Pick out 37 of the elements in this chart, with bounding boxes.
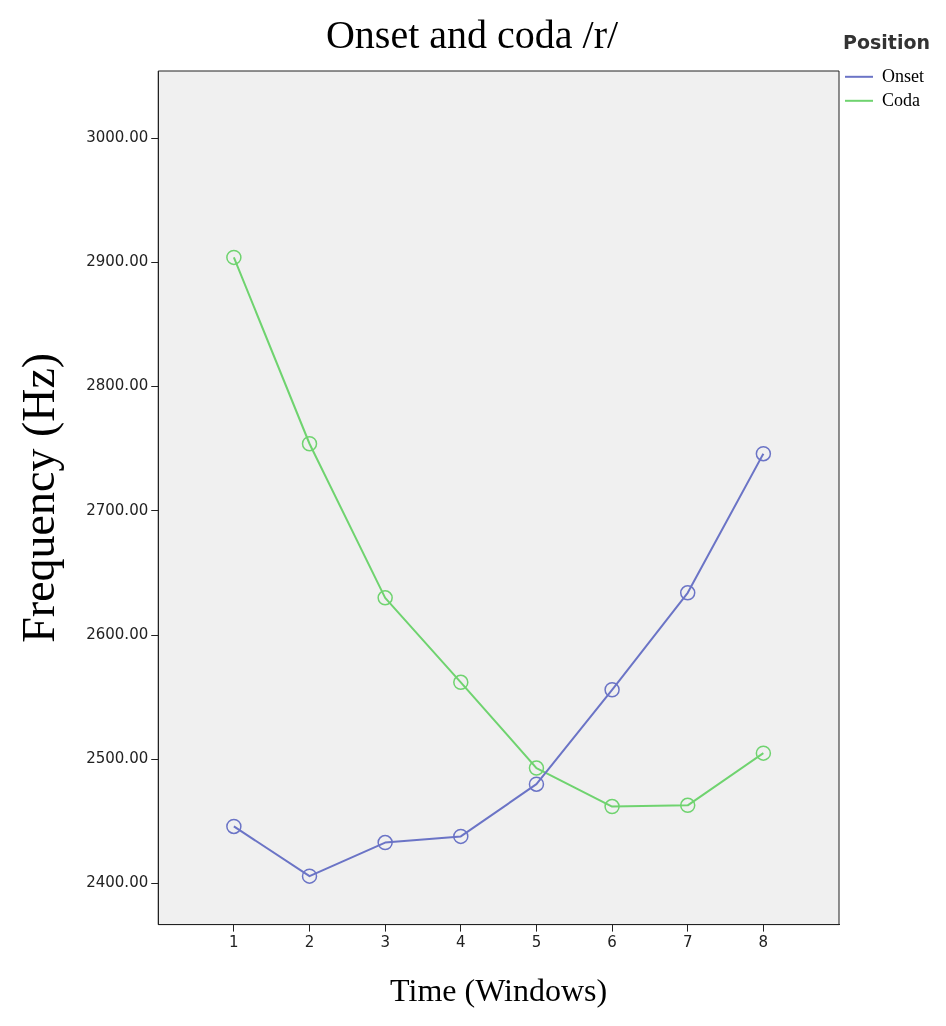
point xyxy=(604,798,620,815)
point xyxy=(226,249,242,266)
y-tick-label: 2700.00 xyxy=(86,500,149,519)
x-tick-label: 1 xyxy=(229,933,239,952)
x-axis-title: Time (Windows) xyxy=(390,972,608,1009)
legend-title: Position xyxy=(843,31,930,54)
x-tick-label: 2 xyxy=(304,933,315,952)
point xyxy=(679,585,696,601)
x-tick-label: 6 xyxy=(607,933,617,952)
legend-label: Onset xyxy=(882,65,925,86)
point xyxy=(453,828,469,845)
y-tick-label: 3000.00 xyxy=(86,127,149,146)
y-axis-title: Frequency (Hz) xyxy=(12,352,64,643)
point xyxy=(377,590,393,606)
legend-label: Coda xyxy=(882,89,921,110)
point xyxy=(755,745,772,761)
x-tick-label: 7 xyxy=(682,933,693,952)
point xyxy=(301,436,318,452)
point xyxy=(377,834,393,851)
x-tick-label: 5 xyxy=(531,933,542,952)
x-tick-label: 3 xyxy=(380,933,390,952)
x-tick-label: 4 xyxy=(456,933,466,952)
point xyxy=(755,445,772,462)
point xyxy=(301,868,318,884)
y-tick-label: 2400.00 xyxy=(86,873,149,892)
x-tick-label: 8 xyxy=(758,933,769,952)
point xyxy=(528,760,545,776)
y-tick-label: 2500.00 xyxy=(86,749,149,768)
point xyxy=(604,682,620,698)
chart-title: Onset and coda /r/ xyxy=(325,11,619,57)
y-tick-label: 2800.00 xyxy=(86,376,149,395)
point xyxy=(453,674,469,691)
point xyxy=(679,797,696,814)
y-tick-label: 2900.00 xyxy=(86,252,149,271)
y-tick-label: 2600.00 xyxy=(86,624,149,643)
point xyxy=(226,818,242,835)
point xyxy=(528,776,545,792)
